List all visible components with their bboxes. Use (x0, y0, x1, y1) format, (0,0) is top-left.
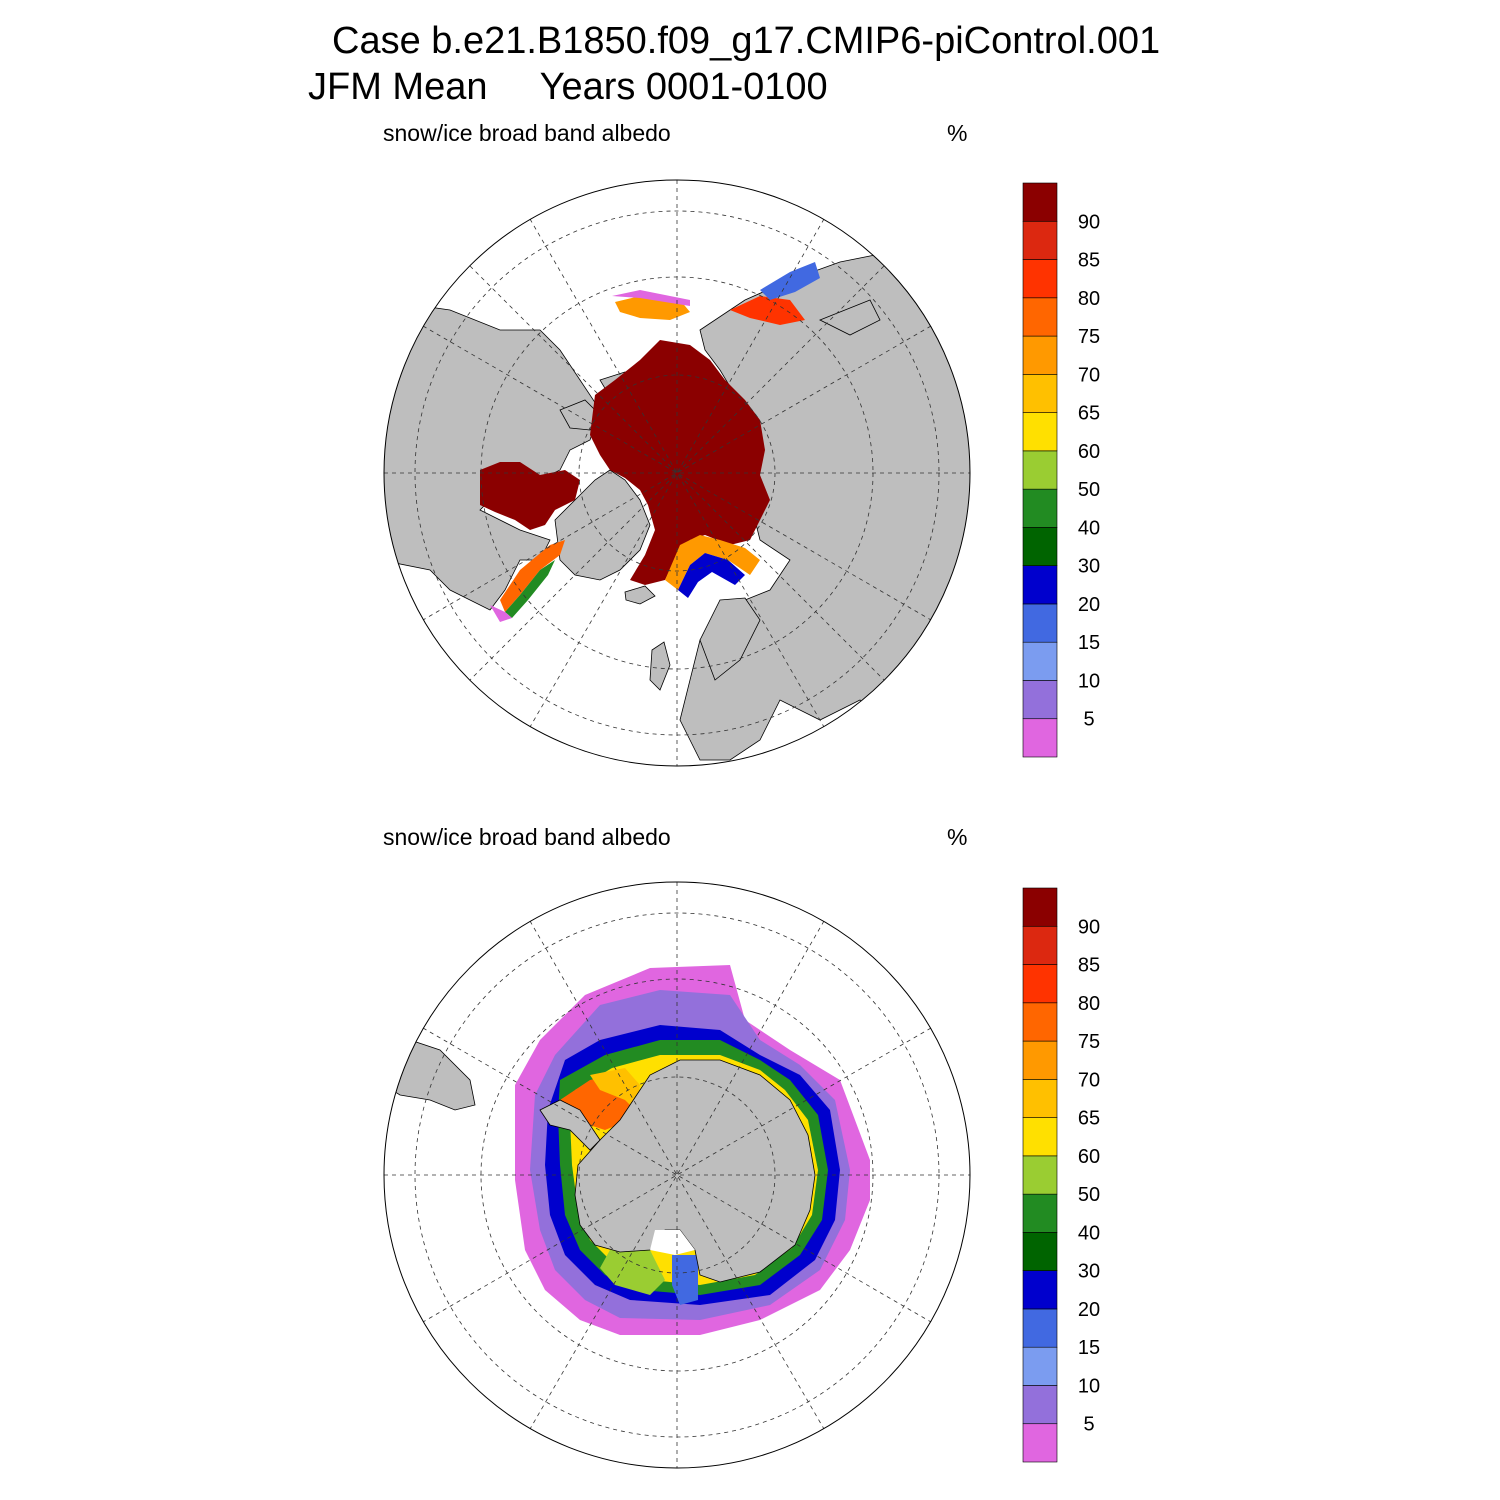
south-colorbar-swatch (1022, 1308, 1058, 1348)
north-colorbar-swatch (1022, 488, 1058, 528)
north-map-boundary (383, 179, 971, 767)
north-colorbar-swatch (1022, 297, 1058, 337)
north-colorbar-tick-label: 10 (1078, 670, 1100, 692)
south-colorbar-swatch (1022, 1193, 1058, 1233)
north-labrador-ice-edge (500, 540, 565, 612)
south-colorbar-tick-label: 65 (1078, 1108, 1100, 1130)
south-polar-map (383, 881, 971, 1469)
north-colorbar-swatch (1022, 259, 1058, 299)
south-colorbar-tick-label: 40 (1078, 1222, 1100, 1244)
north-colorbar-tick-label: 20 (1078, 594, 1100, 616)
north-colorbar-tick-label: 85 (1078, 250, 1100, 272)
south-colorbar-swatch (1022, 887, 1058, 927)
north-colorbar-tick-label: 65 (1078, 403, 1100, 425)
south-colorbar-swatch (1022, 1155, 1058, 1195)
north-okhotsk-ice (730, 296, 805, 325)
north-colorbar-swatch (1022, 641, 1058, 681)
south-colorbar-swatch (1022, 1040, 1058, 1080)
figure-title-line-1: Case b.e21.B1850.f09_g17.CMIP6-piControl… (332, 20, 1161, 62)
south-colorbar-swatch (1022, 1117, 1058, 1157)
south-panel-units-label: % (947, 824, 968, 850)
south-colorbar-swatch (1022, 1002, 1058, 1042)
north-panel-variable-label: snow/ice broad band albedo (383, 120, 671, 146)
south-colorbar: 5 10 15 20 30 40 50 60 65 70 75 80 85 90 (1022, 887, 1100, 1463)
north-colorbar-swatch (1022, 565, 1058, 605)
north-colorbar-swatch (1022, 718, 1058, 758)
north-bering-ice-outer (612, 290, 690, 306)
north-colorbar-tick-label: 90 (1078, 211, 1100, 233)
north-polar-map (383, 179, 971, 767)
south-colorbar-tick-label: 50 (1078, 1184, 1100, 1206)
north-colorbar-tick-label: 40 (1078, 517, 1100, 539)
south-colorbar-tick-label: 70 (1078, 1069, 1100, 1091)
north-hudson-bay-ice (480, 462, 580, 530)
north-graticule (384, 180, 970, 766)
north-colorbar-tick-label: 60 (1078, 441, 1100, 463)
south-ross-ice (600, 1250, 665, 1295)
antarctica-land (574, 1059, 816, 1283)
south-colorbar-swatch (1022, 1232, 1058, 1271)
south-colorbar-tick-label: 5 (1083, 1414, 1094, 1436)
south-ross-ice-blue (672, 1255, 698, 1305)
north-okhotsk-ice-outer (760, 262, 820, 300)
north-colorbar-swatch (1022, 374, 1058, 413)
north-barents-ice-edge (665, 535, 760, 590)
south-colorbar-tick-label: 80 (1078, 993, 1100, 1015)
ross-ice-shelf (650, 1230, 695, 1255)
south-colorbar-tick-label: 10 (1078, 1375, 1100, 1397)
south-colorbar-tick-label: 20 (1078, 1299, 1100, 1321)
north-land (384, 239, 970, 761)
south-colorbar-tick-label: 60 (1078, 1146, 1100, 1168)
north-colorbar: 5 10 15 20 30 40 50 60 65 70 75 80 85 90 (1022, 182, 1100, 758)
north-colorbar-swatch (1022, 182, 1058, 222)
north-colorbar-swatch (1022, 603, 1058, 643)
north-colorbar-tick-label: 30 (1078, 556, 1100, 578)
south-colorbar-swatch (1022, 964, 1058, 1004)
south-colorbar-tick-label: 90 (1078, 916, 1100, 938)
south-map-boundary (383, 881, 971, 1469)
north-colorbar-swatch (1022, 680, 1058, 720)
north-colorbar-tick-label: 5 (1083, 709, 1094, 731)
south-colorbar-swatch (1022, 1423, 1058, 1463)
north-colorbar-swatch (1022, 220, 1058, 260)
south-colorbar-tick-label: 30 (1078, 1261, 1100, 1283)
north-colorbar-tick-label: 80 (1078, 288, 1100, 310)
north-colorbar-tick-label: 70 (1078, 364, 1100, 386)
north-colorbar-tick-label: 75 (1078, 326, 1100, 348)
antarctic-peninsula (539, 1099, 601, 1151)
south-weddell-ice-core (590, 1068, 640, 1110)
south-colorbar-swatch (1022, 1385, 1058, 1425)
south-colorbar-tick-label: 75 (1078, 1031, 1100, 1053)
north-barents-ice-edge-outer (678, 553, 745, 598)
south-panel-variable-label: snow/ice broad band albedo (383, 824, 671, 850)
north-sea-ice-core (590, 340, 770, 585)
south-colorbar-swatch (1022, 1346, 1058, 1386)
north-colorbar-tick-label: 50 (1078, 479, 1100, 501)
north-labrador-ice-edge-outer (490, 605, 512, 622)
north-colorbar-swatch (1022, 450, 1058, 490)
south-colorbar-swatch (1022, 1079, 1058, 1118)
south-colorbar-tick-label: 85 (1078, 955, 1100, 977)
north-panel-units-label: % (947, 120, 968, 146)
north-labrador-ice-edge-mid (505, 560, 555, 618)
north-colorbar-tick-label: 15 (1078, 632, 1100, 654)
south-colorbar-swatch (1022, 925, 1058, 965)
figure-title-line-2: JFM Mean Years 0001-0100 (308, 66, 828, 108)
north-colorbar-swatch (1022, 412, 1058, 452)
south-graticule (384, 882, 970, 1468)
north-colorbar-swatch (1022, 527, 1058, 566)
south-colorbar-tick-label: 15 (1078, 1337, 1100, 1359)
south-colorbar-swatch (1022, 1270, 1058, 1310)
north-colorbar-swatch (1022, 335, 1058, 375)
